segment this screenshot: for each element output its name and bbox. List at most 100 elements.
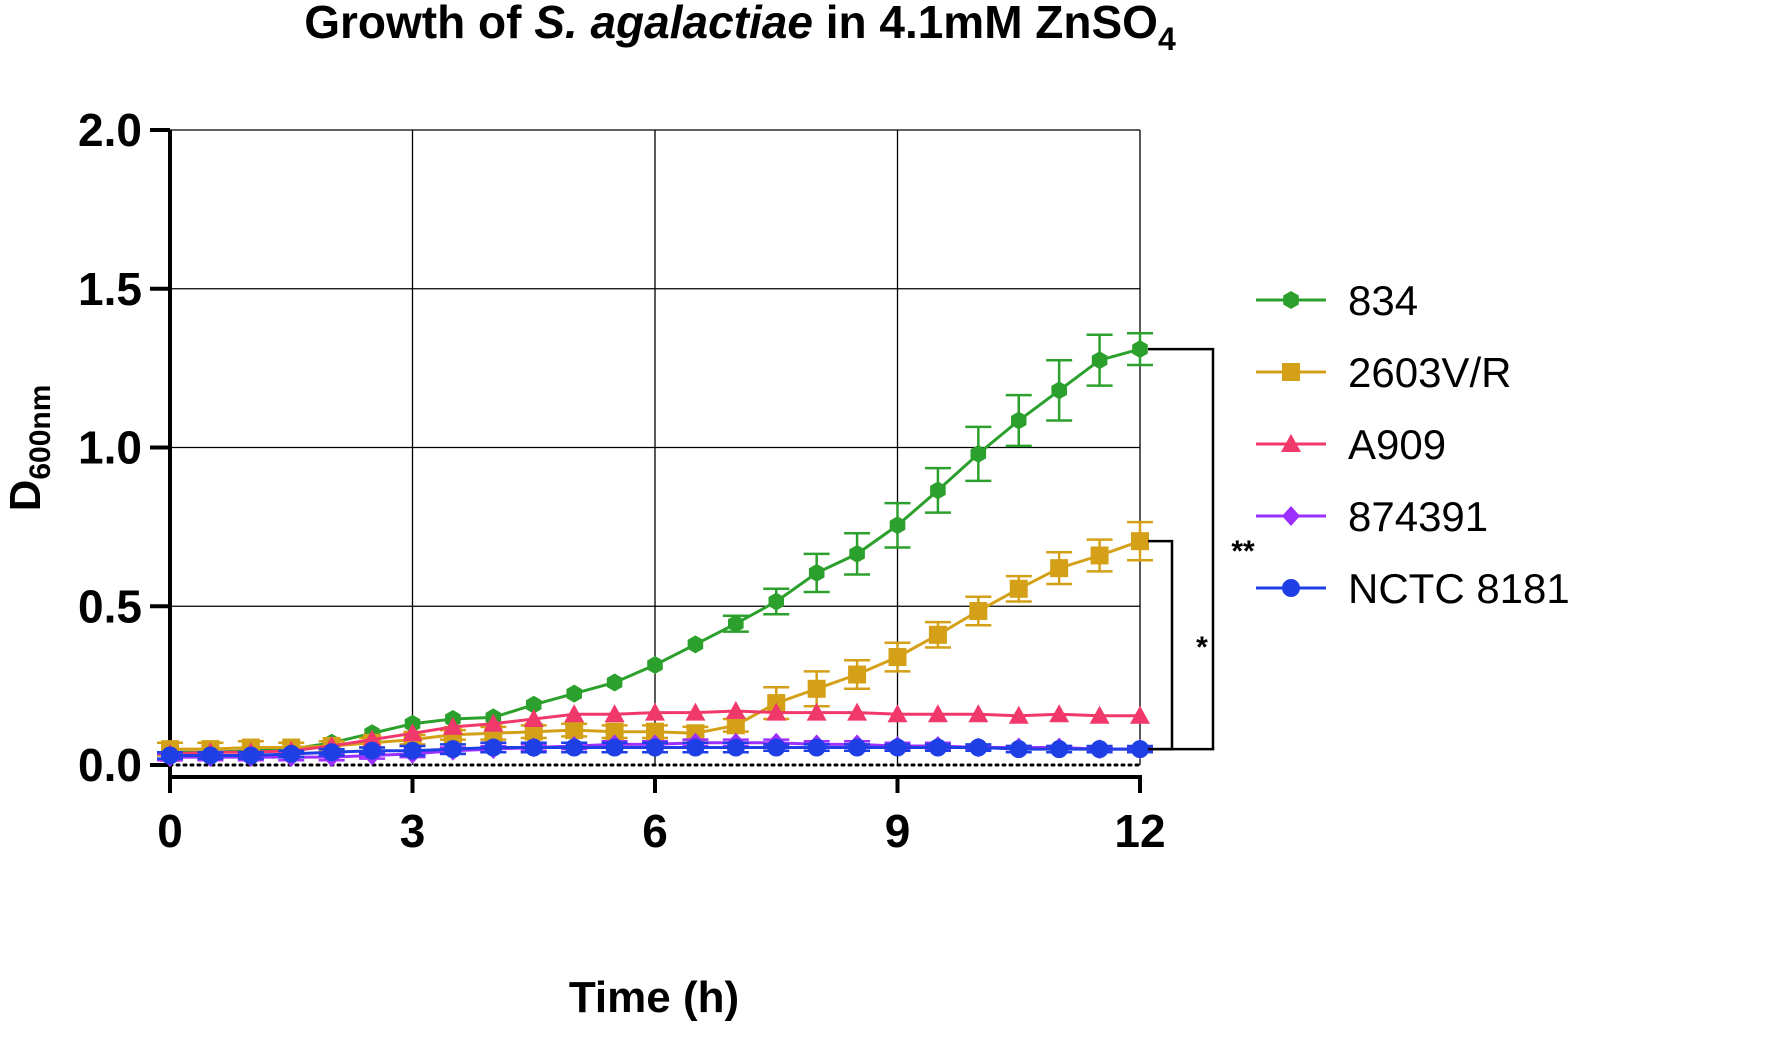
significance-label-2: * <box>1196 631 1208 664</box>
data-point-5-5 <box>363 741 382 760</box>
data-point-5-6 <box>403 741 422 760</box>
data-point-5-11 <box>605 738 624 757</box>
legend-marker-5 <box>1282 579 1300 597</box>
data-point-1-21 <box>1011 411 1027 430</box>
y-tick-label-1.0: 1.0 <box>78 422 142 474</box>
data-point-1-19 <box>930 481 946 500</box>
data-point-5-8 <box>484 738 503 757</box>
data-point-3-5 <box>362 729 383 748</box>
data-point-5-18 <box>888 738 907 757</box>
significance-bracket-2 <box>1148 539 1174 751</box>
data-point-5-21 <box>1009 740 1028 759</box>
legend-item-3: A909 <box>1256 421 1446 468</box>
chart-title-subscript: 4 <box>1158 21 1176 57</box>
y-axis-ticks: 0.0 0.5 1.0 1.5 2.0 <box>78 104 170 791</box>
y-tick-label-2.0: 2.0 <box>78 104 142 156</box>
data-point-1-22 <box>1051 381 1067 400</box>
x-axis-ticks: 0 3 6 9 12 <box>157 777 1166 857</box>
data-point-2-14 <box>726 716 745 735</box>
data-point-5-9 <box>524 738 543 757</box>
data-point-3-7 <box>442 716 463 735</box>
data-point-3-6 <box>402 723 423 742</box>
chart-title: Growth of S. agalactiae in 4.1mM ZnSO4 <box>304 0 1176 57</box>
significance-brackets: *** <box>1148 347 1255 751</box>
data-point-1-18 <box>889 516 906 535</box>
data-point-3-23 <box>1089 705 1110 724</box>
significance-label-1: ** <box>1231 535 1255 568</box>
data-point-2-23 <box>1090 546 1109 565</box>
data-point-3-16 <box>806 702 827 721</box>
data-point-3-17 <box>847 702 868 721</box>
legend-item-5: NCTC 8181 <box>1256 565 1570 612</box>
data-point-5-14 <box>726 738 745 757</box>
legend-marker-3 <box>1281 434 1301 452</box>
data-point-2-24 <box>1131 532 1149 551</box>
legend-item-4: 874391 <box>1256 493 1488 540</box>
data-point-3-13 <box>685 702 706 721</box>
data-point-1-12 <box>647 656 663 674</box>
data-point-3-14 <box>725 701 746 720</box>
legend-label-4: 874391 <box>1348 493 1488 540</box>
chart-title-italic: S. agalactiae <box>534 0 813 48</box>
legend-label-1: 834 <box>1348 277 1418 324</box>
data-point-2-11 <box>605 722 624 741</box>
data-point-1-11 <box>606 673 623 692</box>
y-axis-label-main: D <box>1 480 50 512</box>
legend-marker-1 <box>1283 291 1299 309</box>
data-point-5-19 <box>928 738 947 757</box>
x-tick-label-0: 0 <box>157 805 183 857</box>
data-point-1-17 <box>849 544 865 563</box>
data-point-3-11 <box>604 704 625 723</box>
data-point-2-21 <box>1009 579 1028 598</box>
data-point-2-22 <box>1050 559 1069 578</box>
data-point-3-18 <box>887 704 908 723</box>
data-point-5-10 <box>565 738 584 757</box>
data-series <box>157 331 1153 768</box>
data-point-2-9 <box>524 722 543 741</box>
data-point-5-15 <box>767 738 786 757</box>
data-point-2-17 <box>848 665 867 684</box>
data-point-2-16 <box>807 679 826 698</box>
chart-title-middle: in 4.1mM ZnSO <box>813 0 1158 48</box>
data-point-5-12 <box>646 738 664 757</box>
data-point-1-13 <box>687 635 704 654</box>
data-point-5-17 <box>848 738 867 757</box>
grid-lines <box>170 129 1141 765</box>
data-point-1-14 <box>728 614 744 633</box>
data-point-3-12 <box>645 702 665 721</box>
data-point-5-0 <box>161 746 179 765</box>
x-tick-label-6: 6 <box>642 805 668 857</box>
data-point-1-15 <box>768 592 784 611</box>
data-point-5-3 <box>282 744 301 763</box>
significance-bracket-1 <box>1148 347 1215 751</box>
x-tick-label-9: 9 <box>885 805 911 857</box>
data-point-1-23 <box>1091 351 1108 370</box>
legend-label-5: NCTC 8181 <box>1348 565 1570 612</box>
y-axis-label-subscript: 600nm <box>24 385 57 480</box>
data-point-1-16 <box>808 563 825 582</box>
data-point-3-9 <box>523 708 544 727</box>
data-point-5-13 <box>686 738 705 757</box>
y-tick-label-1.5: 1.5 <box>78 263 142 315</box>
legend-label-3: A909 <box>1348 421 1446 468</box>
legend-marker-4 <box>1282 506 1300 526</box>
data-point-5-7 <box>443 740 462 759</box>
data-point-2-10 <box>565 721 584 740</box>
data-point-5-16 <box>807 738 826 757</box>
legend-marker-2 <box>1282 363 1300 381</box>
x-tick-label-12: 12 <box>1114 805 1165 857</box>
legend-item-1: 834 <box>1256 277 1418 324</box>
data-point-3-8 <box>483 713 504 732</box>
data-point-2-18 <box>888 648 907 667</box>
y-axis-label: D600nm <box>1 385 57 512</box>
data-point-3-10 <box>564 704 585 723</box>
legend: 834 2603V/R A909 874391 NCTC 8181 <box>1256 277 1570 612</box>
data-point-3-15 <box>766 702 787 721</box>
chart-title-prefix: Growth of <box>304 0 534 48</box>
data-point-3-22 <box>1049 704 1070 723</box>
series-1 <box>162 331 1153 762</box>
data-point-3-19 <box>927 704 948 723</box>
data-point-1-24 <box>1132 340 1148 359</box>
legend-label-2: 2603V/R <box>1348 349 1511 396</box>
